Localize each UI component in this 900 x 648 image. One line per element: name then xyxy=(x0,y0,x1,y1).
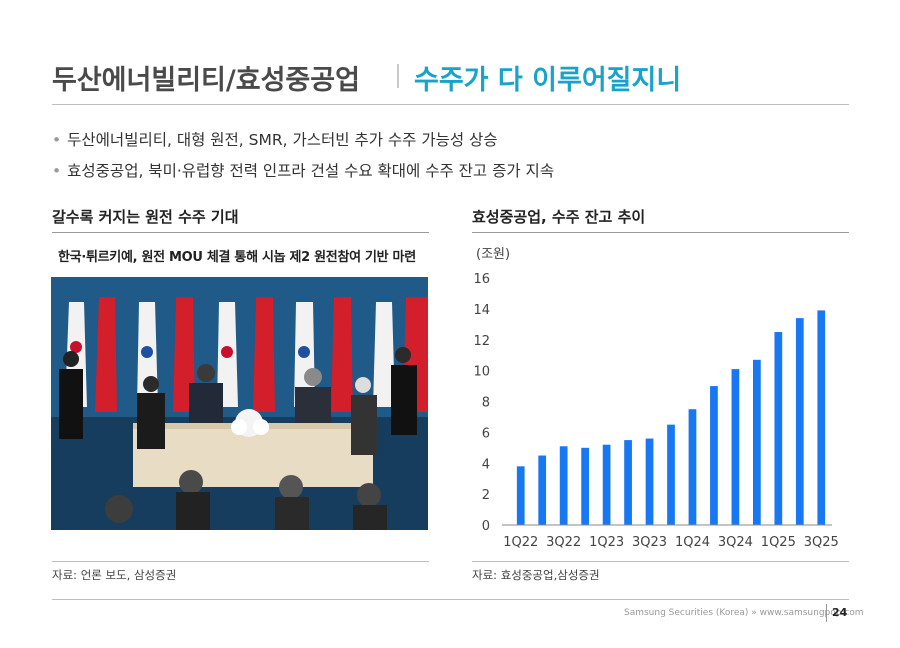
x-tick-label: 3Q25 xyxy=(804,535,839,550)
page-title: 두산에너빌리티/효성중공업 xyxy=(52,65,360,96)
x-tick-label: 1Q24 xyxy=(675,535,710,550)
bar-3Q23 xyxy=(645,438,654,525)
bar-4Q22 xyxy=(581,447,589,525)
right-panel-title: 효성중공업, 수주 잔고 추이 xyxy=(472,208,646,226)
bullet-dot-icon: • xyxy=(52,162,62,180)
left-panel-rule xyxy=(52,232,429,233)
right-panel-rule xyxy=(472,232,849,233)
page-number: 24 xyxy=(832,606,848,619)
right-panel-source: 자료: 효성중공업,삼성증권 xyxy=(472,568,600,582)
x-tick-label: 3Q24 xyxy=(718,535,753,550)
bullet-dot-icon: • xyxy=(52,131,62,149)
y-tick-label: 14 xyxy=(473,303,490,318)
bar-4Q23 xyxy=(667,424,675,525)
bullet-item: • 효성중공업, 북미·유럽향 전력 인프라 건설 수요 확대에 수주 잔고 증가… xyxy=(52,159,554,181)
news-photo-illustration xyxy=(51,277,428,530)
bullet-text: 두산에너빌리티, 대형 원전, SMR, 가스터빈 추가 수주 가능성 상승 xyxy=(67,131,498,149)
y-tick-label: 10 xyxy=(473,365,490,380)
x-tick-label: 1Q22 xyxy=(503,535,538,550)
chart-unit-label: (조원) xyxy=(476,247,511,262)
left-panel-bottom-rule xyxy=(52,561,429,562)
bar-2Q24 xyxy=(710,386,718,525)
footer-rule xyxy=(52,599,849,600)
x-axis-ticks: 1Q22 3Q22 1Q23 3Q23 1Q24 3Q24 1Q25 3Q25 xyxy=(503,535,839,550)
x-tick-label: 3Q23 xyxy=(632,535,667,550)
footer-text: Samsung Securities (Korea) » www.samsung… xyxy=(624,608,864,618)
y-tick-label: 16 xyxy=(473,272,490,287)
bar-2Q22 xyxy=(538,455,547,525)
bar-1Q25 xyxy=(774,332,783,525)
title-divider xyxy=(52,104,849,105)
y-axis-ticks: 0 2 4 6 8 10 12 14 16 xyxy=(473,272,490,534)
x-tick-label: 1Q23 xyxy=(589,535,624,550)
bar-3Q24 xyxy=(731,369,740,525)
right-panel-bottom-rule xyxy=(472,561,849,562)
bar-4Q24 xyxy=(753,359,761,525)
bullet-item: • 두산에너빌리티, 대형 원전, SMR, 가스터빈 추가 수주 가능성 상승 xyxy=(52,128,498,150)
y-tick-label: 2 xyxy=(482,488,490,503)
photo-caption: 한국·튀르키예, 원전 MOU 체결 통해 시놉 제2 원전참여 기반 마련 xyxy=(58,250,416,265)
y-tick-label: 6 xyxy=(482,426,490,441)
news-photo xyxy=(51,277,428,530)
left-panel-source: 자료: 언론 보도, 삼성증권 xyxy=(52,568,177,582)
chart-bars xyxy=(516,310,826,525)
bar-2Q25 xyxy=(795,318,804,525)
y-tick-label: 12 xyxy=(473,334,490,349)
x-tick-label: 1Q25 xyxy=(761,535,796,550)
bullet-text: 효성중공업, 북미·유럽향 전력 인프라 건설 수요 확대에 수주 잔고 증가 … xyxy=(67,162,555,180)
bar-1Q22 xyxy=(516,466,525,525)
left-panel-title: 갈수록 커지는 원전 수주 기대 xyxy=(52,208,239,226)
y-tick-label: 8 xyxy=(482,396,490,411)
bar-3Q22 xyxy=(559,446,568,525)
y-tick-label: 4 xyxy=(482,457,490,472)
bar-2Q23 xyxy=(624,440,632,525)
bar-1Q23 xyxy=(602,444,611,525)
bar-1Q24 xyxy=(688,409,697,525)
bar-3Q25 xyxy=(817,310,826,525)
page-subtitle: 수주가 다 이루어질지니 xyxy=(414,65,682,96)
x-tick-label: 3Q22 xyxy=(546,535,581,550)
y-tick-label: 0 xyxy=(482,519,490,534)
footer-separator xyxy=(826,604,827,622)
title-separator xyxy=(397,64,399,88)
